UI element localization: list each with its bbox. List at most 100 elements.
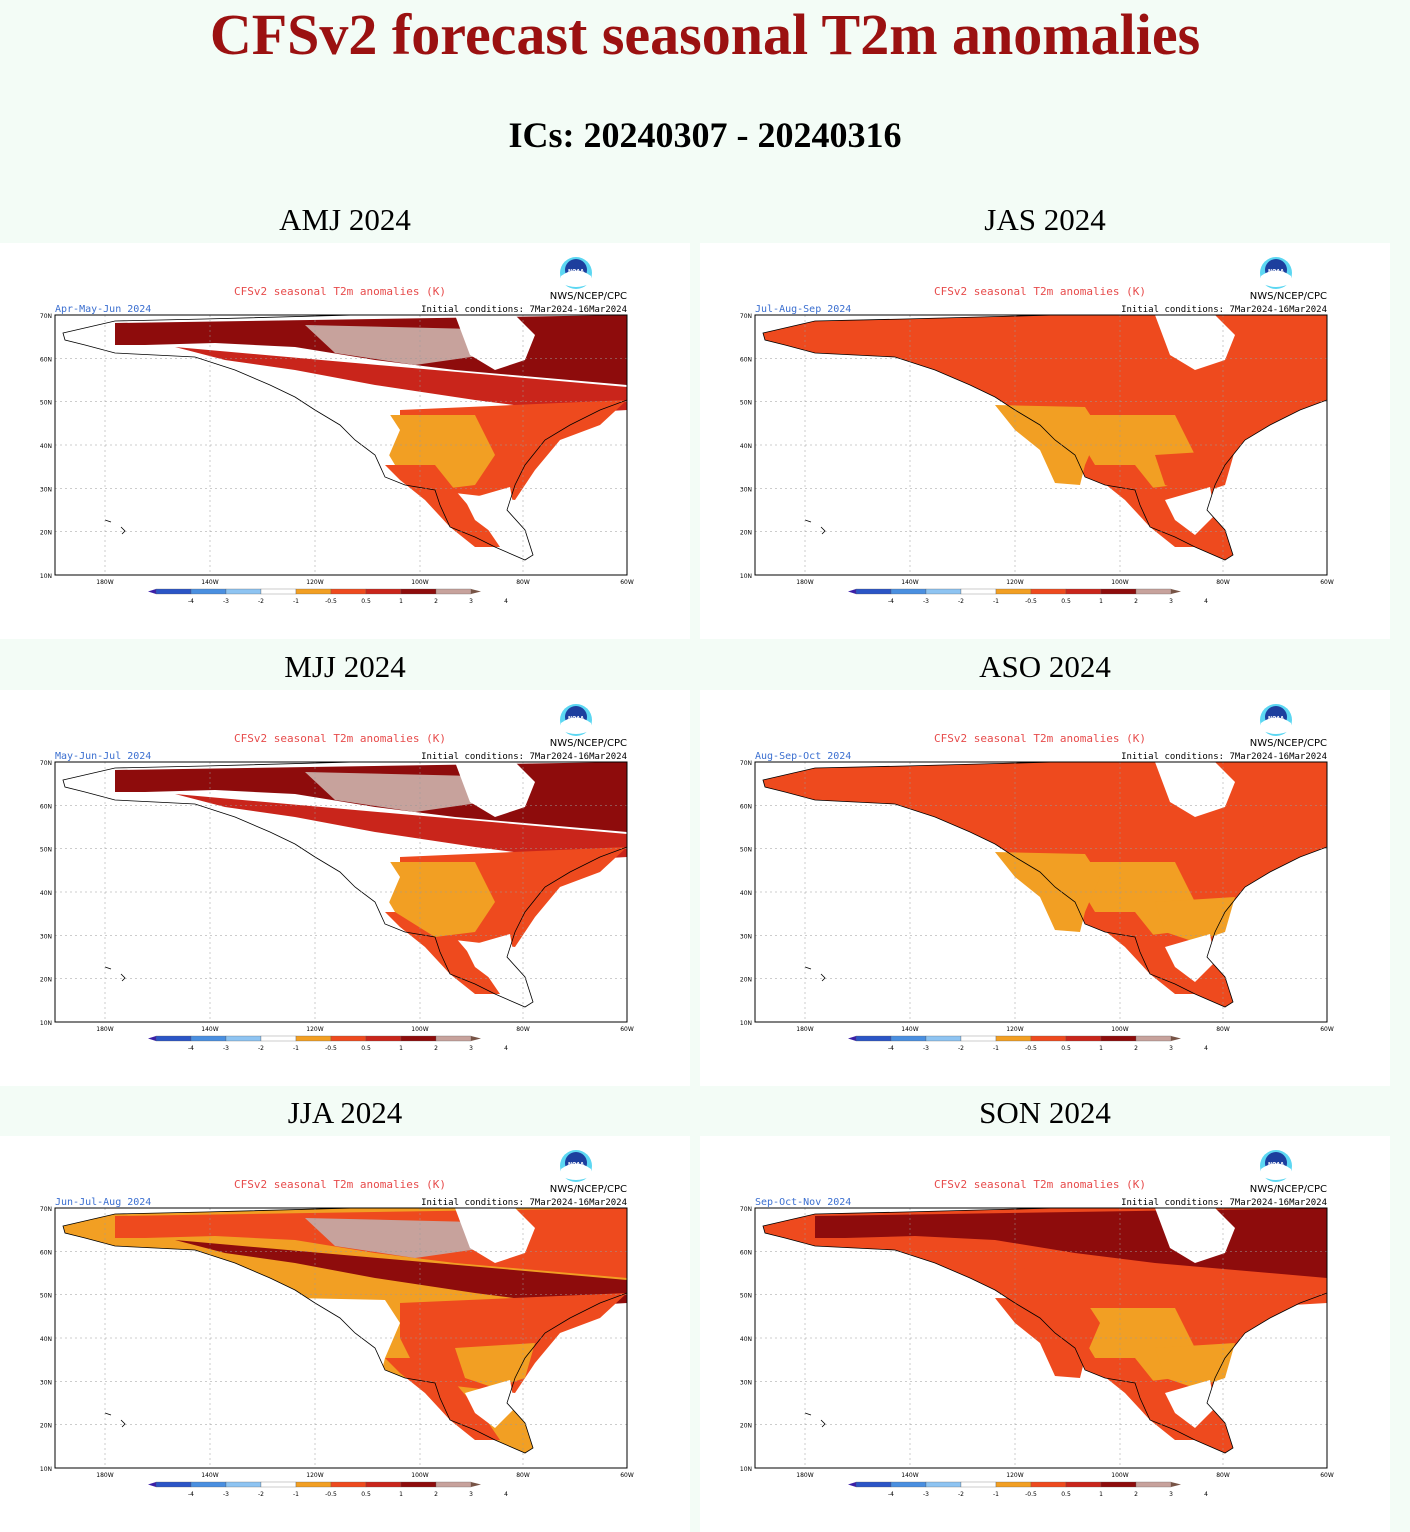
colorbar-label: -2 [258,598,264,605]
latitude-label: 10N [740,1466,752,1473]
latitude-label: 30N [740,486,752,493]
longitude-label: 140W [201,579,218,586]
latitude-label: 40N [740,1336,752,1343]
noaa-logo: NOAA [1260,704,1292,736]
season-caption: MJJ 2024 [284,649,406,684]
latitude-label: 30N [40,1379,52,1386]
anomaly-region [385,465,500,547]
longitude-label: 80W [516,579,530,586]
season-caption: JAS 2024 [984,202,1106,237]
map-initial-conditions: Initial conditions: 7Mar2024-16Mar2024 [421,1198,627,1208]
colorbar-label: -0.5 [1025,598,1037,605]
colorbar-label: 1 [399,1491,403,1498]
longitude-label: 120W [1006,1026,1023,1033]
longitude-label: 180W [796,1472,813,1479]
forecast-map-panel: CFSv2 seasonal T2m anomalies (K) Aug-Sep-… [700,690,1390,1086]
latitude-label: 50N [740,400,752,407]
colorbar-label: 3 [469,598,473,605]
forecast-map-panel: CFSv2 seasonal T2m anomalies (K) May-Jun-… [0,690,690,1086]
colorbar-label: 2 [1134,1491,1138,1498]
forecast-map: CFSv2 seasonal T2m anomalies (K) Apr-May-… [40,257,634,605]
latitude-label: 20N [40,977,52,984]
map-area [54,761,628,1023]
anomaly-region [305,325,485,365]
map-months: Apr-May-Jun 2024 [55,304,151,315]
anomaly-region [385,912,500,994]
colorbar-label: 2 [434,1491,438,1498]
latitude-label: 20N [740,1423,752,1430]
map-title: CFSv2 seasonal T2m anomalies (K) [934,1178,1146,1191]
season-caption: AMJ 2024 [279,202,411,237]
longitude-label: 80W [1216,1026,1230,1033]
anomaly-region [1085,465,1200,547]
anomaly-region [175,347,627,413]
latitude-label: 70N [40,1206,52,1213]
longitude-label: 80W [1216,579,1230,586]
longitude-label: 100W [411,1026,428,1033]
colorbar-label: -2 [258,1045,264,1052]
longitude-label: 140W [901,579,918,586]
season-caption: JJA 2024 [287,1095,403,1130]
map-initial-conditions: Initial conditions: 7Mar2024-16Mar2024 [421,305,627,315]
colorbar-label: 0.5 [361,1045,371,1052]
gulf-of-mexico [465,487,515,535]
colorbar-label: 4 [504,1045,508,1052]
colorbar-label: 4 [1204,1491,1208,1498]
latitude-label: 60N [740,803,752,810]
colorbar-label: 2 [1134,598,1138,605]
gulf-of-mexico [465,1380,515,1428]
svg-text:NOAA: NOAA [568,1162,584,1168]
latitude-label: 50N [740,847,752,854]
colorbar-label: 4 [1204,1045,1208,1052]
latitude-label: 20N [740,977,752,984]
gulf-of-mexico [1165,1380,1215,1428]
latitude-label: 20N [40,530,52,537]
coastline [62,1208,627,1454]
forecast-map: CFSv2 seasonal T2m anomalies (K) Sep-Oct-… [740,1150,1334,1498]
anomaly-region [1155,1343,1235,1388]
gulf-of-mexico [1165,934,1215,982]
svg-text:NOAA: NOAA [1268,716,1284,722]
colorbar-label: -1 [293,1491,299,1498]
forecast-map-panel: CFSv2 seasonal T2m anomalies (K) Jul-Aug-… [700,243,1390,639]
gulf-of-mexico [465,934,515,982]
longitude-label: 180W [796,1026,813,1033]
latitude-label: 20N [40,1423,52,1430]
longitude-label: 80W [516,1026,530,1033]
latitude-label: 40N [40,443,52,450]
longitude-label: 60W [620,579,634,586]
map-initial-conditions: Initial conditions: 7Mar2024-16Mar2024 [1121,1198,1327,1208]
latitude-label: 20N [740,530,752,537]
season-caption: ASO 2024 [979,649,1111,684]
anomaly-region [295,1298,400,1378]
longitude-label: 120W [306,1472,323,1479]
hudson-bay [455,762,535,817]
longitude-label: 120W [306,579,323,586]
noaa-logo: NOAA [1260,1150,1292,1182]
anomaly-region [1085,912,1200,994]
map-area [754,1207,1328,1469]
map-title: CFSv2 seasonal T2m anomalies (K) [934,732,1146,745]
forecast-map-panel: CFSv2 seasonal T2m anomalies (K) Apr-May-… [0,243,690,639]
colorbar-label: 1 [1099,598,1103,605]
latitude-label: 60N [740,356,752,363]
agency-label: NWS/NCEP/CPC [550,1184,627,1195]
colorbar-label: -3 [223,1491,229,1498]
latitude-label: 40N [740,890,752,897]
colorbar-label: -1 [293,598,299,605]
anomaly-region [305,1218,485,1258]
forecast-map: CFSv2 seasonal T2m anomalies (K) Jun-Jul-… [40,1150,634,1498]
latitude-label: 10N [740,573,752,580]
colorbar: -4 -3 -2 -1 -0.5 0.5 1 2 3 4 [148,1035,508,1052]
latitude-label: 60N [740,1249,752,1256]
latitude-label: 40N [40,890,52,897]
latitude-label: 60N [40,1249,52,1256]
latitude-label: 60N [40,803,52,810]
noaa-logo: NOAA [560,257,592,289]
season-caption: SON 2024 [979,1095,1111,1130]
map-months: Aug-Sep-Oct 2024 [755,751,851,762]
colorbar-label: 4 [504,598,508,605]
map-title: CFSv2 seasonal T2m anomalies (K) [234,1178,446,1191]
colorbar-label: -2 [958,1491,964,1498]
latitude-label: 30N [40,933,52,940]
